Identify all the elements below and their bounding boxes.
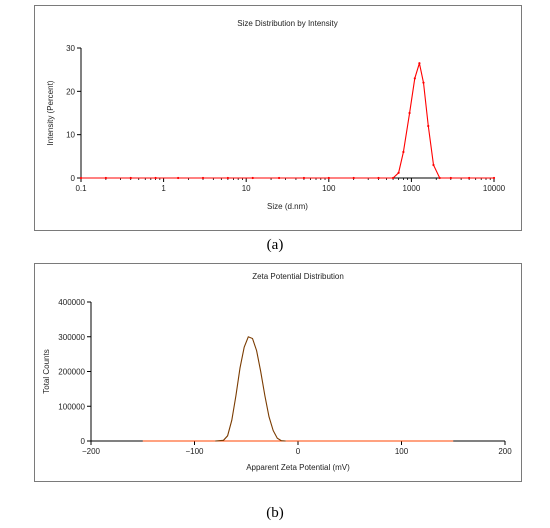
data-point — [408, 111, 411, 115]
y-tick-label: 200000 — [58, 368, 85, 377]
y-axis-label: Intensity (Percent) — [46, 80, 55, 145]
data-point — [327, 176, 330, 180]
data-point — [432, 163, 435, 167]
data-point — [391, 176, 395, 180]
data-point — [79, 176, 83, 180]
data-point — [277, 176, 281, 180]
data-point — [418, 62, 421, 65]
data-point — [468, 176, 471, 180]
data-point — [422, 81, 425, 84]
y-tick-label: 0 — [81, 437, 86, 446]
data-point — [129, 176, 132, 180]
y-axis-label: Total Counts — [42, 349, 51, 393]
data-point — [492, 176, 496, 180]
data-point — [449, 176, 452, 180]
data-point — [226, 176, 229, 180]
data-point — [201, 176, 205, 180]
x-axis-label: Size (d.nm) — [267, 202, 308, 211]
data-point — [427, 124, 430, 128]
chart-title: Zeta Potential Distribution — [252, 272, 344, 281]
x-tick-label: 10 — [242, 184, 251, 193]
x-tick-label: −200 — [82, 447, 101, 456]
data-point — [104, 176, 107, 180]
data-point — [377, 176, 380, 180]
y-tick-label: 10 — [66, 131, 75, 140]
y-tick-label: 300000 — [58, 333, 85, 342]
series-line — [215, 336, 286, 442]
y-tick-label: 400000 — [58, 298, 85, 307]
caption-b: (b) — [266, 505, 284, 521]
y-tick-label: 20 — [66, 87, 75, 96]
chart-title: Size Distribution by Intensity — [237, 19, 338, 28]
x-tick-label: 10000 — [483, 184, 506, 193]
x-tick-label: 1000 — [403, 184, 421, 193]
x-tick-label: 100 — [395, 447, 409, 456]
data-point — [302, 176, 306, 180]
size-distribution-panel: Size Distribution by Intensity 0.1 1 10 100 1… — [34, 5, 522, 231]
x-tick-label: 0.1 — [75, 184, 87, 193]
y-tick-label: 0 — [71, 174, 76, 183]
data-point — [352, 176, 355, 180]
x-tick-label: 1 — [161, 184, 166, 193]
x-tick-label: 200 — [498, 447, 512, 456]
data-point — [177, 176, 180, 180]
data-point — [413, 77, 416, 80]
data-point — [402, 150, 405, 154]
zeta-potential-panel: Zeta Potential Distribution −200 −100 0 100 2… — [34, 263, 522, 482]
series-line — [81, 63, 494, 179]
data-point — [397, 171, 400, 174]
zeta-potential-chart: Zeta Potential Distribution −200 −100 0 100 2… — [42, 272, 512, 472]
y-tick-label: 100000 — [58, 402, 85, 411]
x-tick-label: 100 — [322, 184, 336, 193]
x-tick-label: 0 — [296, 447, 301, 456]
x-tick-label: −100 — [185, 447, 204, 456]
x-axis-label: Apparent Zeta Potential (mV) — [246, 463, 350, 472]
caption-a: (a) — [266, 237, 284, 253]
data-point — [154, 176, 157, 180]
data-point — [438, 176, 441, 180]
data-point — [251, 176, 254, 180]
y-tick-label: 30 — [66, 44, 75, 53]
